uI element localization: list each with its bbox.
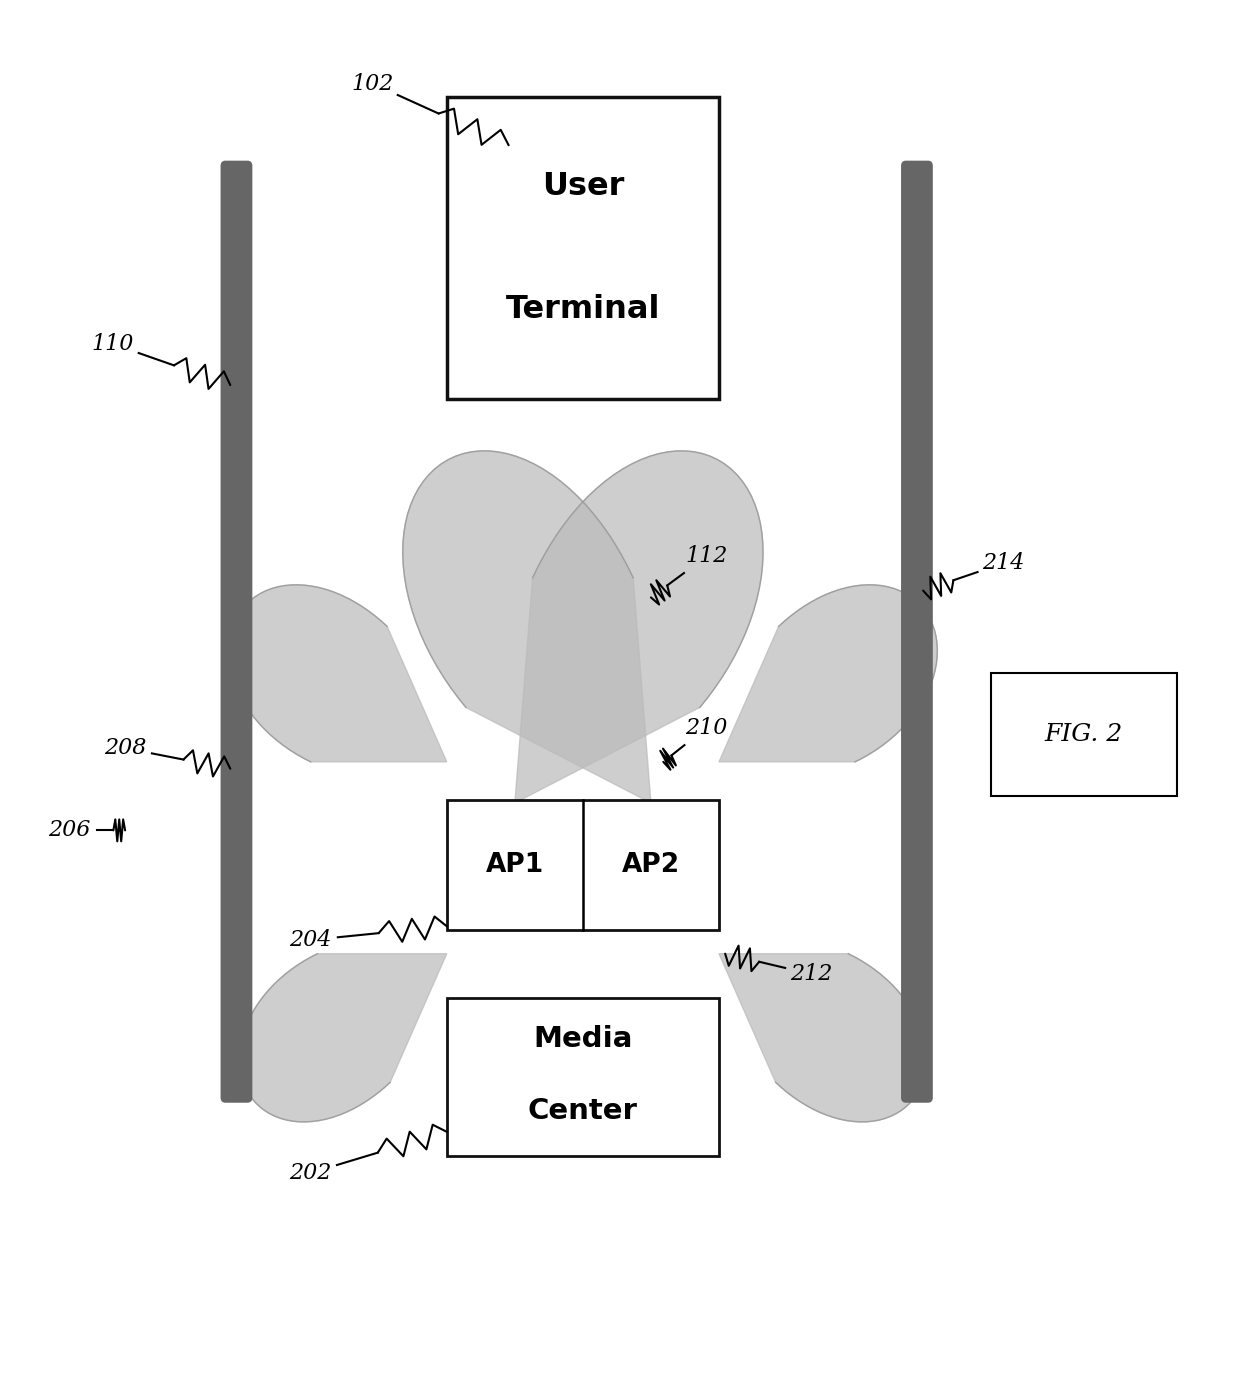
Text: 110: 110 (92, 332, 134, 356)
Bar (446, 799, 719, 930)
Polygon shape (403, 450, 651, 803)
Polygon shape (515, 450, 763, 803)
Polygon shape (719, 585, 937, 762)
Text: 102: 102 (351, 73, 394, 95)
FancyBboxPatch shape (222, 162, 252, 1101)
Text: 206: 206 (48, 820, 91, 842)
Text: 204: 204 (289, 930, 332, 951)
Text: 210: 210 (686, 717, 728, 739)
Bar (991, 673, 1177, 796)
Text: AP1: AP1 (486, 851, 544, 877)
Text: 214: 214 (982, 552, 1024, 574)
FancyBboxPatch shape (901, 162, 931, 1101)
Text: AP2: AP2 (622, 851, 680, 877)
Text: 208: 208 (104, 737, 146, 759)
Text: Media: Media (533, 1024, 632, 1053)
Text: Center: Center (528, 1097, 637, 1126)
Polygon shape (719, 954, 926, 1122)
Text: 212: 212 (791, 964, 833, 986)
Polygon shape (228, 585, 446, 762)
Text: 112: 112 (686, 545, 728, 567)
Bar (446, 97, 719, 398)
Bar (446, 998, 719, 1156)
Text: 202: 202 (289, 1162, 332, 1184)
Text: FIG. 2: FIG. 2 (1045, 724, 1123, 746)
Text: User: User (542, 170, 624, 202)
Polygon shape (239, 954, 446, 1122)
Text: Terminal: Terminal (506, 294, 660, 325)
